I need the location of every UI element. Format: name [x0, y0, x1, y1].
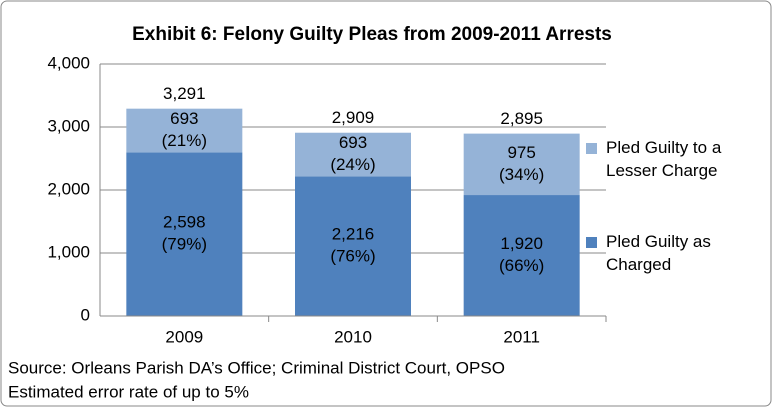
legend-swatch: [586, 237, 597, 248]
x-tick-label: 2009: [165, 327, 203, 346]
error-note: Estimated error rate of up to 5%: [8, 382, 249, 401]
bar-segment: [126, 108, 243, 153]
y-tick-label: 0: [81, 305, 90, 324]
source-note: Source: Orleans Parish DA’s Office; Crim…: [8, 358, 505, 377]
value-label: 2,598: [163, 213, 206, 232]
chart-title: Exhibit 6: Felony Guilty Pleas from 2009…: [132, 24, 612, 45]
value-label: 975: [507, 143, 535, 162]
percent-label: (79%): [162, 235, 207, 254]
total-label: 3,291: [163, 84, 206, 103]
bar-segment: [295, 132, 411, 177]
percent-label: (76%): [330, 247, 375, 266]
percent-label: (66%): [499, 256, 544, 275]
total-label: 2,909: [332, 108, 375, 127]
value-label: 693: [339, 133, 367, 152]
bar-segment: [463, 133, 580, 196]
total-label: 2,895: [500, 109, 543, 128]
bar-segment: [126, 152, 243, 316]
value-label: 693: [170, 109, 198, 128]
y-tick-label: 3,000: [47, 116, 90, 135]
y-tick-label: 2,000: [47, 179, 90, 198]
y-tick-label: 1,000: [47, 242, 90, 261]
legend-label: Pled Guilty as Charged: [606, 232, 711, 274]
value-label: 2,216: [332, 225, 375, 244]
bar-segment: [463, 195, 580, 316]
value-label: 1,920: [500, 234, 543, 253]
x-tick-label: 2010: [334, 327, 372, 346]
y-tick-label: 4,000: [47, 53, 90, 72]
percent-label: (24%): [330, 155, 375, 174]
x-tick-label: 2011: [503, 327, 540, 346]
bar-segment: [295, 176, 411, 316]
percent-label: (34%): [499, 165, 544, 184]
percent-label: (21%): [162, 131, 207, 150]
legend-label: Pled Guilty to a Lesser Charge: [606, 138, 722, 180]
legend-swatch: [586, 143, 597, 154]
